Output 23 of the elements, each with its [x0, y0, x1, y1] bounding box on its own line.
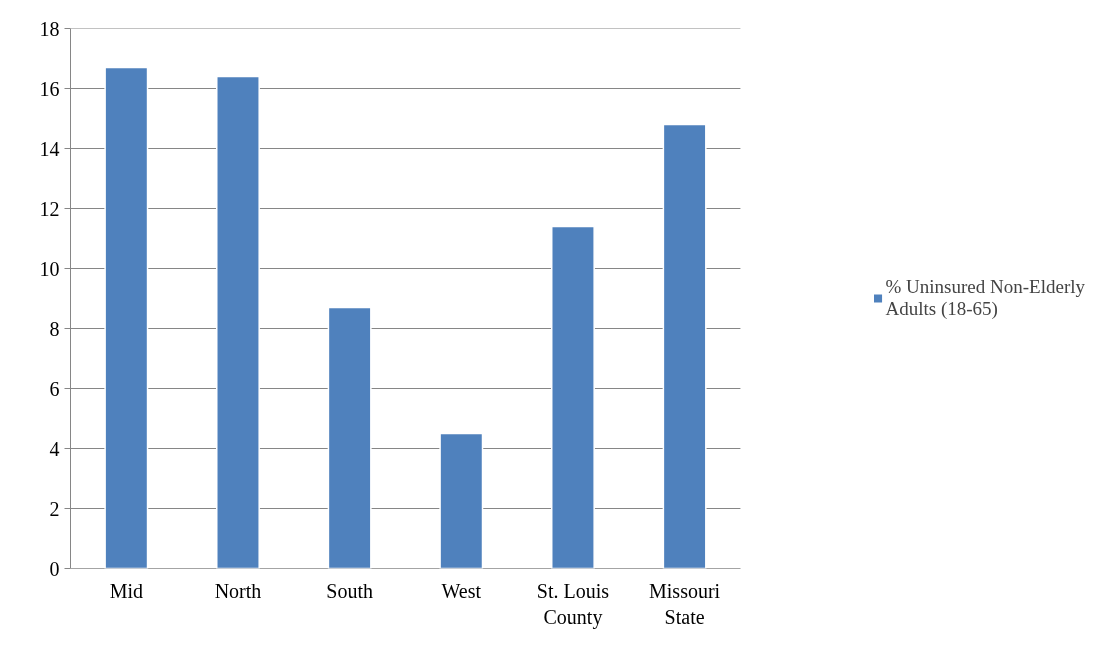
x-tick-label: St. Louis County: [536, 579, 610, 629]
y-tick-label: 6: [49, 377, 60, 400]
y-tick-label: 12: [39, 197, 60, 220]
x-tick-label: Mid: [109, 579, 143, 602]
x-tick-label: South: [326, 579, 373, 602]
y-tick-label: 2: [49, 497, 60, 520]
bar: [662, 123, 707, 569]
y-tick-label: 18: [39, 17, 60, 40]
y-tick-label: 4: [49, 437, 60, 460]
y-tick-label: 10: [39, 257, 60, 280]
y-tick-label: 14: [39, 137, 60, 160]
bar: [439, 432, 484, 569]
x-tick-label: West: [441, 579, 482, 602]
bar: [104, 66, 149, 569]
y-tick-label: 8: [49, 317, 60, 340]
bar: [216, 75, 260, 569]
y-tick-label: 0: [49, 557, 60, 580]
legend-label: % Uninsured Non-Elderly Adults (18-65): [885, 276, 1085, 320]
x-tick-label: North: [214, 579, 262, 602]
y-tick-label: 16: [39, 77, 60, 100]
bar: [550, 225, 595, 569]
bar: [327, 306, 372, 569]
x-tick-label: Missouri State: [649, 579, 721, 628]
